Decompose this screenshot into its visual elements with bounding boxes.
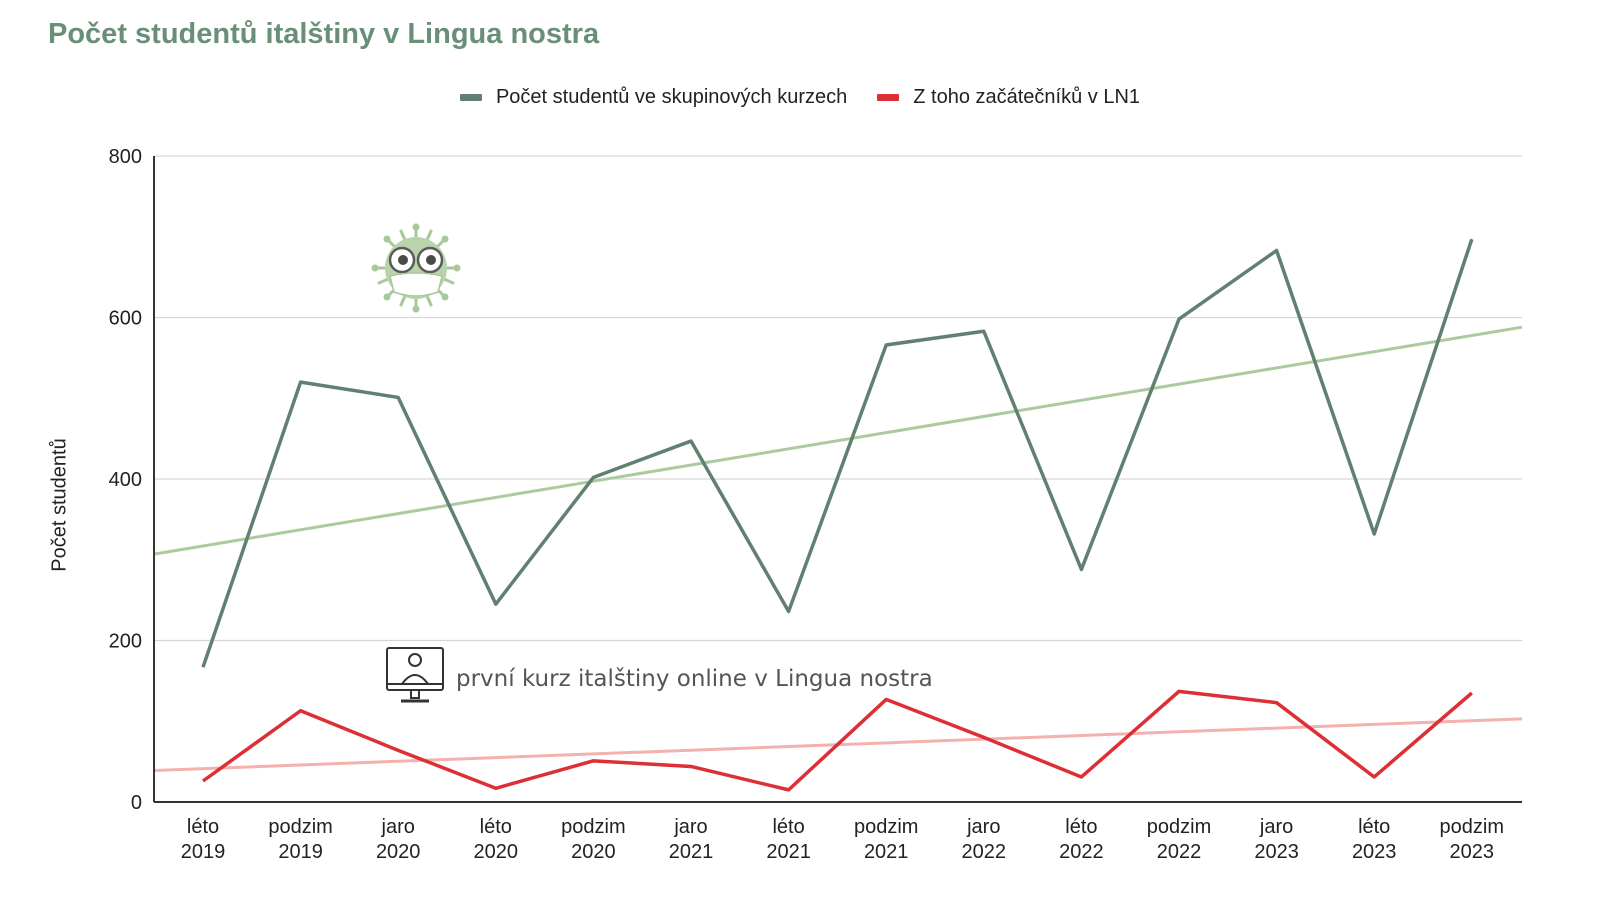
x-tick-label: podzim 2021 bbox=[854, 816, 918, 863]
x-tick-label-line: léto bbox=[187, 816, 219, 838]
x-tick-label: podzim 2019 bbox=[268, 816, 332, 863]
x-tick-label-line: léto bbox=[1358, 816, 1390, 838]
legend-item-total[interactable]: Počet studentů ve skupinových kurzech bbox=[459, 86, 848, 109]
x-tick-label-line: 2023 bbox=[1450, 841, 1495, 863]
legend-swatch-total bbox=[459, 94, 482, 101]
x-tick-label-line: podzim bbox=[268, 816, 332, 838]
x-tick-label-line: jaro bbox=[966, 816, 1000, 838]
data-point[interactable] bbox=[1274, 700, 1280, 706]
x-tick-label: léto 2020 bbox=[474, 816, 519, 863]
data-point[interactable] bbox=[200, 664, 206, 670]
x-tick-label-line: 2020 bbox=[376, 841, 421, 863]
legend-swatch-beginners bbox=[877, 94, 900, 101]
data-point[interactable] bbox=[1469, 236, 1475, 242]
y-tick-label: 200 bbox=[109, 631, 142, 653]
data-point[interactable] bbox=[395, 747, 401, 753]
x-tick-label-line: jaro bbox=[673, 816, 707, 838]
data-point[interactable] bbox=[493, 601, 499, 607]
data-point[interactable] bbox=[590, 474, 596, 480]
legend-label-beginners: Z toho začátečníků v LN1 bbox=[913, 86, 1141, 108]
x-tick-label-line: podzim bbox=[1147, 816, 1211, 838]
x-tick-label-line: 2022 bbox=[962, 841, 1007, 863]
data-point[interactable] bbox=[883, 342, 889, 348]
data-point[interactable] bbox=[590, 758, 596, 764]
x-tick-label-line: 2019 bbox=[181, 841, 226, 863]
x-tick-label-line: léto bbox=[480, 816, 512, 838]
x-tick-label-line: podzim bbox=[1440, 816, 1504, 838]
x-tick-label: jaro 2021 bbox=[669, 816, 714, 863]
gridlines bbox=[154, 155, 1522, 642]
data-point[interactable] bbox=[1176, 688, 1182, 694]
x-tick-label-line: jaro bbox=[381, 816, 415, 838]
data-point[interactable] bbox=[1078, 774, 1084, 780]
y-tick-labels: 0 200 400 600 800 bbox=[109, 146, 142, 814]
x-tick-label-line: podzim bbox=[561, 816, 625, 838]
x-tick-label-line: 2020 bbox=[571, 841, 616, 863]
legend-item-beginners[interactable]: Z toho začátečníků v LN1 bbox=[877, 86, 1140, 109]
x-tick-label-line: 2022 bbox=[1157, 841, 1202, 863]
data-point[interactable] bbox=[1469, 690, 1475, 696]
x-tick-label: léto 2019 bbox=[181, 816, 226, 863]
x-tick-label: jaro 2020 bbox=[376, 816, 421, 863]
y-tick-label: 400 bbox=[109, 469, 142, 491]
data-point[interactable] bbox=[1371, 774, 1377, 780]
legend-label-total: Počet studentů ve skupinových kurzech bbox=[495, 86, 848, 108]
x-tick-label-line: 2021 bbox=[766, 841, 811, 863]
data-point[interactable] bbox=[1176, 316, 1182, 322]
x-tick-label-line: jaro bbox=[1259, 816, 1293, 838]
series-line-1[interactable] bbox=[201, 689, 1473, 792]
legend: Počet studentů ve skupinových kurzech Z … bbox=[0, 86, 1600, 109]
x-tick-label-line: léto bbox=[1065, 816, 1097, 838]
x-tick-label-line: 2021 bbox=[669, 841, 714, 863]
data-point[interactable] bbox=[981, 734, 987, 740]
virus-mask-icon bbox=[371, 223, 461, 313]
data-point[interactable] bbox=[395, 394, 401, 400]
computer-user-icon bbox=[386, 647, 444, 703]
x-tick-label-line: léto bbox=[772, 816, 804, 838]
data-point[interactable] bbox=[298, 708, 304, 714]
x-tick-label-line: 2020 bbox=[474, 841, 519, 863]
trendline-series-0 bbox=[153, 325, 1523, 556]
data-point[interactable] bbox=[1274, 247, 1280, 253]
series-line-0[interactable] bbox=[201, 238, 1474, 668]
data-point[interactable] bbox=[1078, 566, 1084, 572]
data-point[interactable] bbox=[1371, 531, 1377, 537]
x-tick-label: podzim 2023 bbox=[1440, 816, 1504, 863]
x-tick-label: podzim 2022 bbox=[1147, 816, 1211, 863]
x-tick-label-line: podzim bbox=[854, 816, 918, 838]
x-tick-label: léto 2022 bbox=[1059, 816, 1104, 863]
chart-title: Počet studentů italštiny v Lingua nostra bbox=[48, 18, 600, 50]
x-tick-label-line: 2023 bbox=[1352, 841, 1397, 863]
x-tick-label: jaro 2022 bbox=[962, 816, 1007, 863]
x-tick-label-line: 2023 bbox=[1254, 841, 1299, 863]
data-point[interactable] bbox=[786, 787, 792, 793]
x-tick-label-line: 2022 bbox=[1059, 841, 1104, 863]
data-point[interactable] bbox=[493, 785, 499, 791]
trendlines bbox=[153, 325, 1523, 773]
y-tick-label: 600 bbox=[109, 308, 142, 330]
x-tick-label-line: 2021 bbox=[864, 841, 909, 863]
data-point[interactable] bbox=[688, 438, 694, 444]
x-tick-label: podzim 2020 bbox=[561, 816, 625, 863]
x-tick-label: léto 2023 bbox=[1352, 816, 1397, 863]
data-point[interactable] bbox=[786, 608, 792, 614]
data-point[interactable] bbox=[883, 696, 889, 702]
y-tick-label: 0 bbox=[131, 792, 142, 814]
y-tick-label: 800 bbox=[109, 146, 142, 168]
x-tick-label-line: 2019 bbox=[278, 841, 323, 863]
x-tick-label: jaro 2023 bbox=[1254, 816, 1299, 863]
annotation-online-course: první kurz italštiny online v Lingua nos… bbox=[456, 666, 933, 692]
data-point[interactable] bbox=[200, 778, 206, 784]
data-point[interactable] bbox=[981, 328, 987, 334]
data-point[interactable] bbox=[688, 763, 694, 769]
x-tick-label: léto 2021 bbox=[766, 816, 811, 863]
data-point[interactable] bbox=[298, 379, 304, 385]
series-lines bbox=[200, 236, 1475, 793]
